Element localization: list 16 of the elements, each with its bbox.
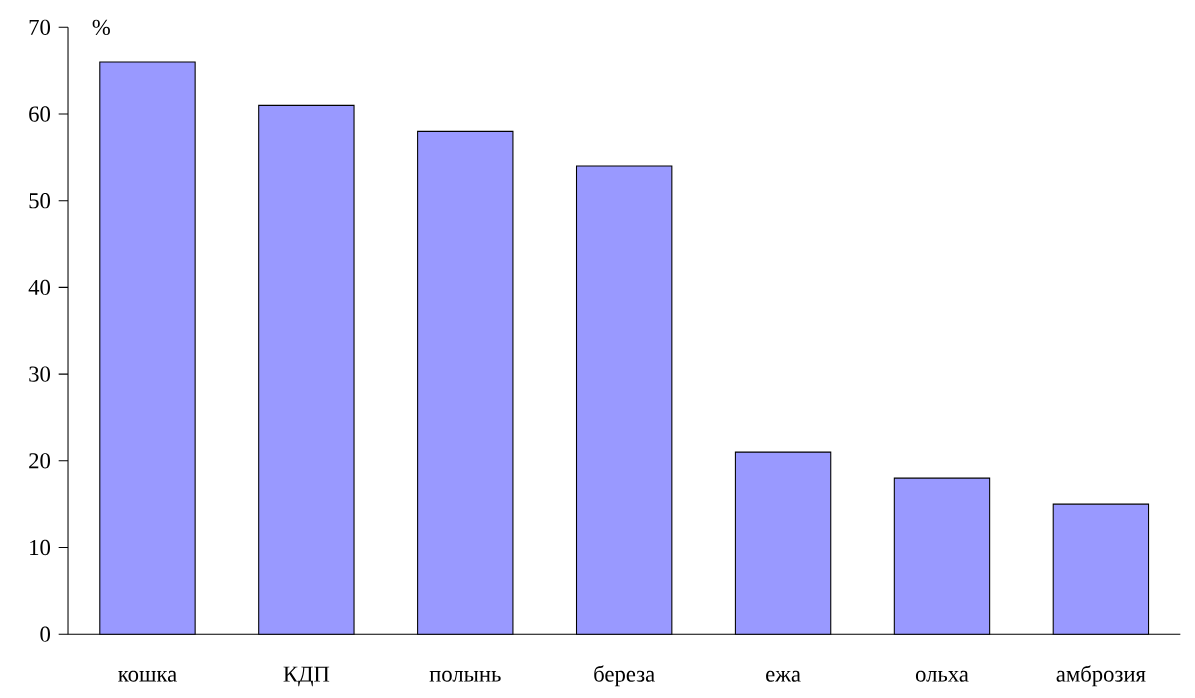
y-tick-label: 70 xyxy=(29,19,50,35)
y-tick-label: 30 xyxy=(29,366,50,382)
x-tick-label: береза xyxy=(594,665,655,687)
y-tick-label: 40 xyxy=(28,279,50,295)
x-tick-label: полынь xyxy=(429,670,501,682)
x-tick-label: амброзия xyxy=(1056,665,1146,687)
x-tick-label: ольха xyxy=(915,670,969,682)
y-tick-label: 60 xyxy=(29,106,50,122)
x-tick-label: ежа xyxy=(766,670,801,682)
y-tick-label: 0 xyxy=(40,626,50,642)
y-tick-label: 10 xyxy=(30,539,50,556)
y-tick-label: 20 xyxy=(29,453,50,469)
y-tick-label: 50 xyxy=(29,192,50,209)
x-tick-label: кошка xyxy=(118,670,177,682)
y-axis-title: % xyxy=(92,19,110,35)
x-tick-label: КДП xyxy=(283,666,330,687)
